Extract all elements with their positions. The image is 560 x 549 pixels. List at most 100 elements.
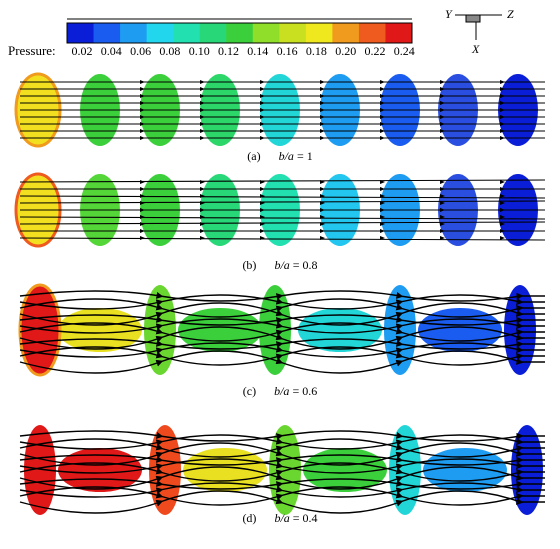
arrowhead: [440, 136, 445, 140]
colorbar-swatch: [120, 23, 148, 43]
arrowhead: [380, 122, 385, 126]
arrowhead: [200, 80, 205, 84]
arrowhead: [380, 180, 385, 184]
arrowhead: [380, 129, 385, 133]
arrowhead: [440, 208, 445, 212]
panel-caption: (a) b/a = 1: [247, 149, 312, 163]
panel: [14, 72, 545, 148]
streamline: [19, 490, 545, 514]
panel-value: = 1: [297, 149, 313, 163]
arrowhead: [140, 94, 145, 98]
arrowhead: [260, 187, 265, 191]
arrowhead: [140, 80, 145, 84]
arrowhead: [200, 236, 205, 240]
arrowhead: [140, 87, 145, 91]
arrowhead: [140, 108, 145, 112]
panel-param: b/a: [274, 384, 289, 398]
arrowhead: [320, 208, 325, 212]
colorbar-swatch: [358, 23, 386, 43]
arrowhead: [260, 129, 265, 133]
arrowhead: [440, 108, 445, 112]
arrowhead: [320, 180, 325, 184]
arrowhead: [440, 201, 445, 205]
arrowhead: [320, 222, 325, 226]
arrowhead: [500, 87, 505, 91]
arrowhead: [140, 194, 145, 198]
arrowhead: [140, 115, 145, 119]
arrowhead: [140, 236, 145, 240]
arrowhead: [200, 194, 205, 198]
arrowhead: [320, 194, 325, 198]
panel-label: (b): [242, 258, 256, 272]
panel: [18, 283, 545, 377]
colorbar-label: Pressure:: [8, 43, 56, 58]
arrowhead: [380, 101, 385, 105]
colorbar-tick-label: 0.18: [306, 44, 327, 58]
disk-side: [58, 308, 142, 352]
arrowhead: [200, 94, 205, 98]
panel-value: = 0.6: [292, 384, 317, 398]
colorbar-swatch: [199, 23, 227, 43]
arrowhead: [200, 222, 205, 226]
arrowhead: [500, 194, 505, 198]
panel-label: (a): [247, 149, 260, 163]
disk-side: [58, 448, 142, 492]
arrowhead: [500, 236, 505, 240]
colorbar-swatch: [226, 23, 254, 43]
arrowhead: [260, 115, 265, 119]
panel-param: b/a: [274, 258, 289, 272]
arrowhead: [440, 236, 445, 240]
colorbar-swatch: [67, 23, 95, 43]
arrowhead: [320, 229, 325, 233]
arrowhead: [200, 180, 205, 184]
arrowhead: [260, 208, 265, 212]
axis-z: Z: [507, 7, 514, 21]
arrowhead: [140, 201, 145, 205]
colorbar-swatch: [279, 23, 307, 43]
arrowhead: [140, 129, 145, 133]
arrowhead: [380, 236, 385, 240]
arrowhead: [380, 215, 385, 219]
arrowhead: [380, 94, 385, 98]
spacer: [256, 384, 274, 398]
arrowhead: [320, 94, 325, 98]
arrowhead: [440, 115, 445, 119]
arrowhead: [380, 80, 385, 84]
panel-caption: (c) b/a = 0.6: [243, 384, 317, 398]
colorbar-tick-label: 0.20: [335, 44, 356, 58]
arrowhead: [140, 222, 145, 226]
arrowhead: [380, 194, 385, 198]
arrowhead: [500, 122, 505, 126]
arrowhead: [500, 187, 505, 191]
panel-param: b/a: [279, 149, 294, 163]
colorbar-swatch: [93, 23, 121, 43]
arrowhead: [380, 136, 385, 140]
arrowhead: [140, 122, 145, 126]
arrowhead: [500, 94, 505, 98]
arrowhead: [380, 187, 385, 191]
arrowhead: [500, 215, 505, 219]
arrowhead: [440, 229, 445, 233]
colorbar-tick-label: 0.22: [365, 44, 386, 58]
arrowhead: [260, 108, 265, 112]
arrowhead: [320, 129, 325, 133]
panel-value: = 0.8: [293, 258, 318, 272]
arrowhead: [200, 101, 205, 105]
arrowhead: [440, 222, 445, 226]
arrowhead: [380, 208, 385, 212]
arrowhead: [140, 208, 145, 212]
colorbar-tick-label: 0.06: [130, 44, 151, 58]
arrowhead: [140, 215, 145, 219]
streamline: [19, 237, 546, 241]
arrowhead: [320, 122, 325, 126]
streamline: [19, 342, 545, 358]
arrowhead: [440, 122, 445, 126]
axis-y: Y: [445, 7, 453, 21]
arrowhead: [440, 187, 445, 191]
panel-label: (c): [243, 384, 256, 398]
streamline: [19, 318, 545, 334]
arrowhead: [320, 80, 325, 84]
arrowhead: [500, 80, 505, 84]
arrowhead: [380, 87, 385, 91]
